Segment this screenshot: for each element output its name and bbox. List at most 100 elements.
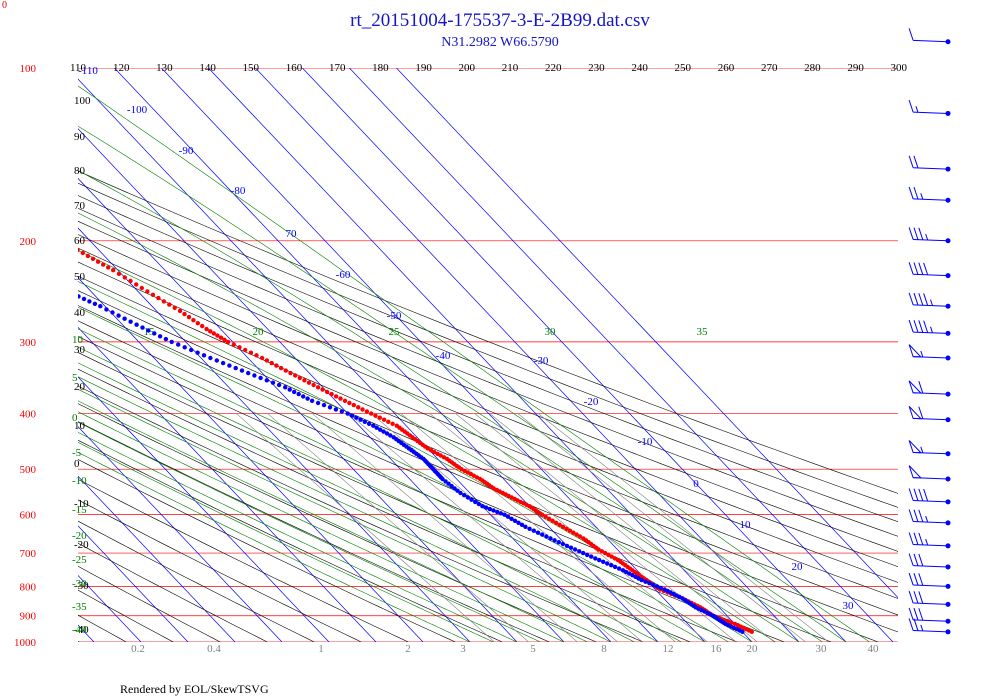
temperature-point (106, 265, 111, 270)
dewpoint-point (449, 483, 454, 489)
wind-barb-feather (908, 319, 914, 333)
dewpoint-point (321, 402, 327, 408)
isotherm-line (349, 68, 894, 642)
temperature-point (222, 337, 227, 342)
dewpoint-point (309, 398, 315, 403)
moist-adiabat-label: -40 (72, 624, 87, 636)
wind-barbs (908, 28, 951, 635)
temperature-point (306, 380, 312, 385)
dewpoint-point (29, 276, 33, 280)
dewpoint-point (201, 353, 207, 358)
temperature-point (231, 342, 236, 347)
dewpoint-point (605, 561, 610, 566)
dewpoint-point (374, 425, 379, 430)
wind-barb-feather (913, 488, 919, 501)
wind-barb-feather (918, 406, 924, 419)
temperature-point (218, 335, 224, 340)
temperature-point (347, 400, 352, 406)
wind-barb-half-feather (930, 299, 933, 306)
temperature-point (269, 360, 274, 366)
dewpoint-point (37, 279, 41, 283)
mixing-ratio-label: 3 (460, 643, 466, 655)
moist-adiabat-line (78, 388, 612, 642)
dewpoint-point (540, 532, 545, 537)
wind-barb-shaft (913, 602, 949, 605)
temperature-point (60, 239, 64, 243)
dewpoint-point (349, 413, 355, 418)
temperature-point (386, 419, 391, 424)
dewpoint-point (487, 506, 492, 512)
wind-barb-shaft (913, 111, 949, 114)
dewpoint-point (252, 373, 257, 378)
moist-adiabat-label: 25 (389, 326, 401, 338)
dewpoint-point (577, 549, 582, 554)
temperature-point (351, 402, 356, 408)
wind-barb-shaft (913, 619, 949, 622)
footer-credit: Rendered by EOL/SkewTSVG (120, 682, 269, 696)
temperature-point (139, 285, 144, 291)
dry-adiabat-line (78, 439, 503, 642)
wind-barb-feather (913, 618, 919, 631)
dewpoint-point (98, 304, 103, 309)
dry-adiabat-label: 60 (74, 235, 86, 247)
temperature-point (432, 449, 437, 455)
temperature-point (215, 333, 220, 338)
dry-adiabat-line (78, 261, 898, 599)
isotherm-line (78, 326, 377, 642)
temperature-point (609, 554, 614, 559)
dewpoint-point (597, 557, 602, 563)
dewpoint-point (609, 563, 614, 568)
temperature-point (564, 526, 569, 531)
theta-tick-label: 300 (891, 62, 908, 74)
theta-tick-label: 120 (113, 62, 130, 74)
wind-barb-feather (923, 293, 929, 306)
dewpoint-point (601, 559, 606, 564)
temperature-point (122, 275, 128, 280)
temperature-point (333, 394, 339, 399)
dewpoint-point (476, 501, 481, 507)
dry-adiabat-line (78, 478, 409, 642)
dewpoint-point (378, 427, 383, 432)
mixing-ratio-label: 0.4 (207, 643, 221, 655)
temperature-point (80, 250, 86, 256)
isotherm-label: 0 (693, 478, 699, 490)
temperature-point (145, 289, 150, 294)
temperature-point (208, 329, 213, 334)
grid-lines (78, 68, 898, 642)
temperature-point (293, 373, 298, 378)
dewpoint-point (371, 423, 376, 428)
moist-adiabat-line (78, 306, 729, 642)
wind-barb-half-feather (920, 193, 924, 200)
dewpoint-point (366, 421, 372, 426)
dewpoint-point (462, 493, 467, 498)
dry-adiabat-line (78, 247, 898, 583)
temperature-point (602, 550, 608, 556)
temperature-point (95, 259, 101, 264)
wind-barb-feather (913, 591, 919, 604)
dewpoint-point (270, 380, 276, 385)
mixing-ratio-line (312, 413, 578, 642)
wind-barb (908, 532, 951, 549)
wind-barb (908, 28, 951, 45)
wind-barb-feather (913, 292, 919, 306)
wind-barb-feather (918, 608, 924, 621)
dry-adiabat-label: -20 (74, 539, 89, 551)
dewpoint-point (14, 271, 18, 275)
dewpoint-point (384, 431, 390, 436)
temperature-point (111, 268, 116, 273)
dewpoint-point (157, 334, 163, 339)
moist-adiabat-line (78, 250, 776, 642)
mixing-ratio-label: 5 (530, 643, 536, 655)
temperature-point (186, 314, 192, 320)
dry-adiabat-line (78, 403, 597, 642)
wind-barb-half-feather (915, 106, 919, 113)
temperature-point (33, 223, 37, 227)
theta-tick-label: 180 (372, 62, 389, 74)
dewpoint-point (509, 516, 514, 521)
theta-tick-label: 210 (502, 62, 519, 74)
dewpoint-point (305, 396, 310, 401)
moist-adiabat-line (78, 212, 800, 642)
temperature-point (259, 355, 265, 361)
dewpoint-point (443, 479, 448, 484)
